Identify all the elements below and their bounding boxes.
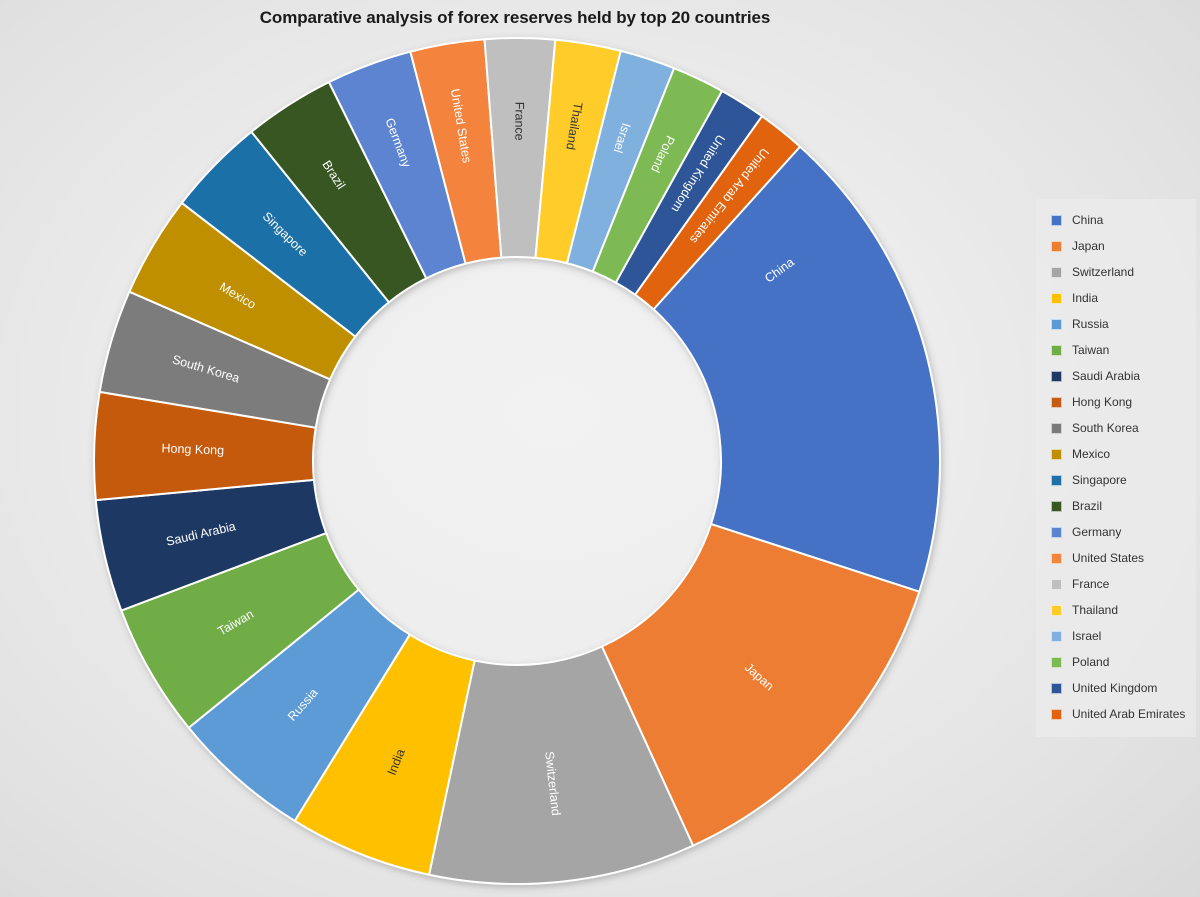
legend-item[interactable]: Japan [1044, 233, 1190, 259]
legend-label: Israel [1072, 629, 1102, 643]
legend-swatch [1051, 370, 1062, 382]
legend-item[interactable]: Singapore [1044, 467, 1190, 493]
legend-item[interactable]: Hong Kong [1044, 389, 1190, 415]
chart-legend: China Japan Switzerland India Russia Taiwan Sa… [1036, 199, 1196, 737]
legend-swatch [1051, 240, 1062, 252]
legend-swatch [1051, 422, 1062, 434]
legend-item[interactable]: Mexico [1044, 441, 1190, 467]
legend-label: United Kingdom [1072, 681, 1158, 695]
legend-label: Thailand [1072, 603, 1119, 617]
donut-chart-svg: ChinaJapanSwitzerlandIndiaRussiaTaiwanSa… [93, 37, 941, 885]
legend-swatch [1051, 526, 1062, 538]
slice-label: France [512, 102, 526, 141]
legend-swatch [1051, 266, 1062, 278]
legend-item[interactable]: South Korea [1044, 415, 1190, 441]
legend-label: Japan [1072, 239, 1105, 253]
legend-label: Russia [1072, 317, 1109, 331]
legend-swatch [1051, 630, 1062, 642]
legend-item[interactable]: Brazil [1044, 493, 1190, 519]
legend-swatch [1051, 604, 1062, 616]
slice-group [93, 37, 941, 885]
legend-label: Germany [1072, 525, 1122, 539]
legend-label: United Arab Emirates [1072, 707, 1186, 721]
legend-label: Poland [1072, 655, 1110, 669]
legend-label: China [1072, 213, 1104, 227]
legend-item[interactable]: United States [1044, 545, 1190, 571]
legend-item[interactable]: Saudi Arabia [1044, 363, 1190, 389]
legend-swatch [1051, 292, 1062, 304]
slice-label: Hong Kong [161, 441, 224, 457]
legend-item[interactable]: India [1044, 285, 1190, 311]
legend-swatch [1051, 318, 1062, 330]
legend-item[interactable]: France [1044, 571, 1190, 597]
legend-item[interactable]: Israel [1044, 623, 1190, 649]
pie-slice[interactable] [428, 645, 695, 885]
legend-swatch [1051, 682, 1062, 694]
legend-swatch [1051, 396, 1062, 408]
legend-label: France [1072, 577, 1110, 591]
legend-item[interactable]: Poland [1044, 649, 1190, 675]
legend-label: Switzerland [1072, 265, 1135, 279]
legend-item[interactable]: Thailand [1044, 597, 1190, 623]
chart-title: Comparative analysis of forex reserves h… [259, 8, 771, 27]
pie-slice[interactable] [634, 115, 802, 311]
legend-item[interactable]: Switzerland [1044, 259, 1190, 285]
legend-swatch [1051, 474, 1062, 486]
legend-label: India [1072, 291, 1099, 305]
legend-swatch [1051, 500, 1062, 512]
legend-label: Taiwan [1072, 343, 1110, 357]
legend-item[interactable]: China [1044, 207, 1190, 233]
legend-swatch [1051, 708, 1062, 720]
legend-label: United States [1072, 551, 1145, 565]
pie-slice[interactable] [600, 523, 921, 847]
legend-swatch [1051, 656, 1062, 668]
legend-swatch [1051, 552, 1062, 564]
legend-label: Singapore [1072, 473, 1127, 487]
legend-swatch [1051, 214, 1062, 226]
legend-item[interactable]: Russia [1044, 311, 1190, 337]
legend-label: Mexico [1072, 447, 1111, 461]
legend-item[interactable]: United Kingdom [1044, 675, 1190, 701]
legend-label: Hong Kong [1072, 395, 1133, 409]
legend-swatch [1051, 578, 1062, 590]
legend-label: Brazil [1072, 499, 1103, 513]
legend-item[interactable]: United Arab Emirates [1044, 701, 1190, 727]
legend-item[interactable]: Taiwan [1044, 337, 1190, 363]
legend-swatch [1051, 448, 1062, 460]
legend-swatch [1051, 344, 1062, 356]
donut-chart: China Japan Switzerland India Russia Taiwan Sa… [93, 37, 941, 885]
legend-item[interactable]: Germany [1044, 519, 1190, 545]
legend-label: South Korea [1072, 421, 1139, 435]
legend-label: Saudi Arabia [1072, 369, 1141, 383]
